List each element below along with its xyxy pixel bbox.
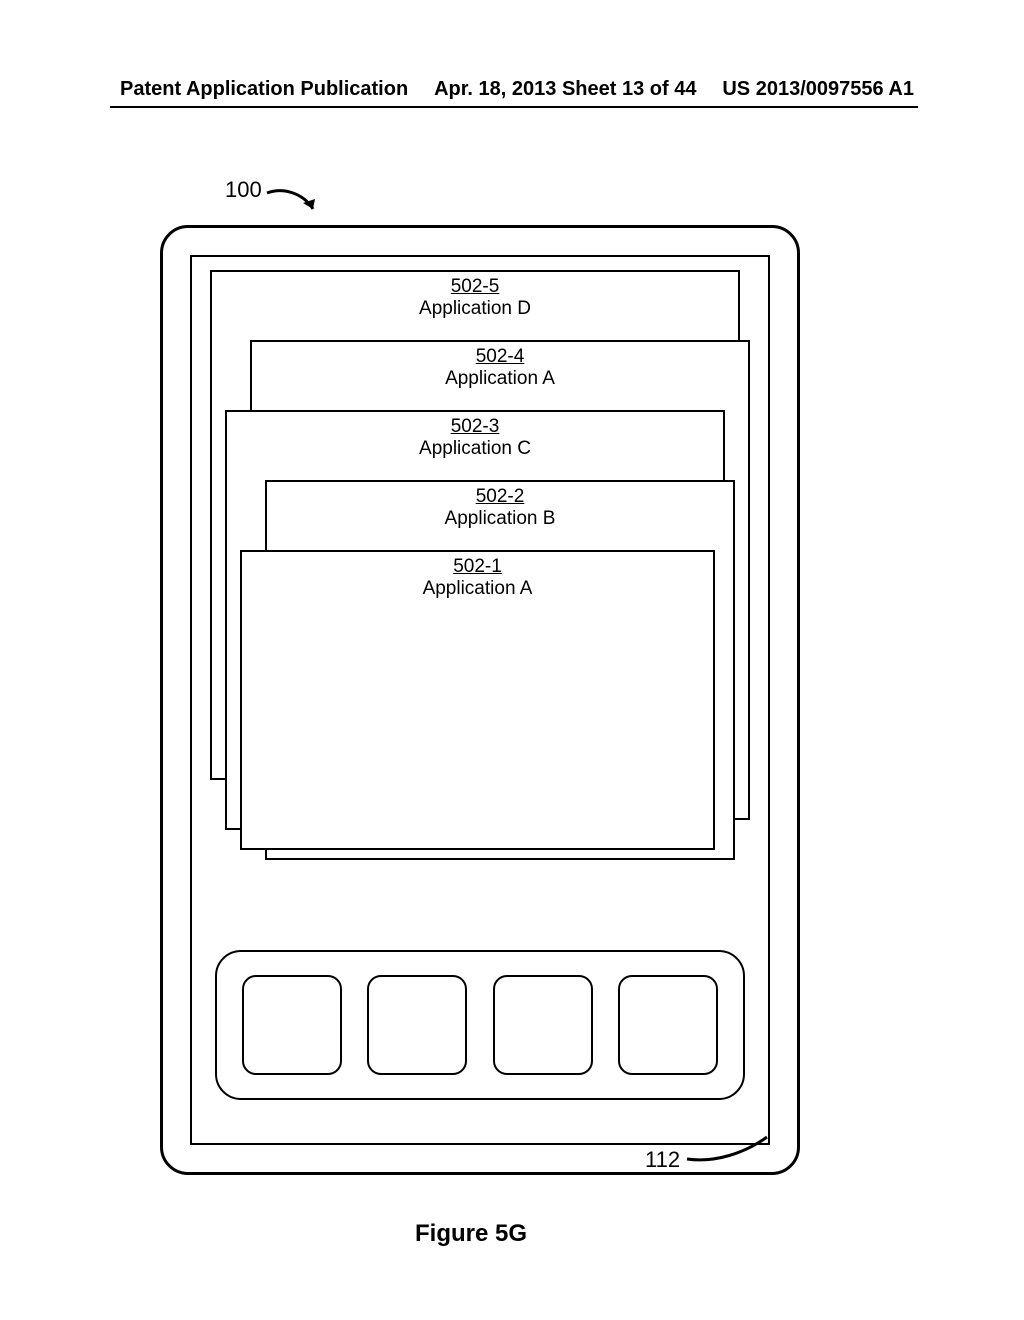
dock-icon-2	[367, 975, 467, 1075]
dock-icon-4	[618, 975, 718, 1075]
header-rule	[110, 106, 918, 108]
header-right: US 2013/0097556 A1	[722, 78, 914, 101]
patent-page: Patent Application Publication Apr. 18, …	[0, 0, 1024, 1320]
arrow-100	[265, 185, 325, 225]
card-ref: 502-4	[252, 346, 748, 368]
header-left: Patent Application Publication	[120, 78, 408, 101]
card-stack: 502-5 Application D 502-4 Application A …	[190, 255, 770, 875]
card-app: Application C	[227, 438, 723, 460]
dock-icon-3	[493, 975, 593, 1075]
card-app: Application A	[242, 578, 713, 600]
card-app: Application A	[252, 368, 748, 390]
header-center: Apr. 18, 2013 Sheet 13 of 44	[434, 78, 696, 101]
leader-112	[685, 1135, 775, 1175]
card-ref: 502-1	[242, 556, 713, 578]
figure-5g: 100 502-5 Application D 502-4 Applicatio…	[160, 195, 800, 1175]
ref-label-100: 100	[225, 177, 262, 203]
dock	[215, 950, 745, 1100]
dock-icon-1	[242, 975, 342, 1075]
page-header: Patent Application Publication Apr. 18, …	[0, 78, 1024, 101]
figure-caption: Figure 5G	[415, 1220, 527, 1248]
card-502-1: 502-1 Application A	[240, 550, 715, 850]
card-app: Application D	[212, 298, 738, 320]
ref-label-112: 112	[645, 1147, 680, 1173]
card-ref: 502-2	[267, 486, 733, 508]
card-ref: 502-5	[212, 276, 738, 298]
card-app: Application B	[267, 508, 733, 530]
card-ref: 502-3	[227, 416, 723, 438]
